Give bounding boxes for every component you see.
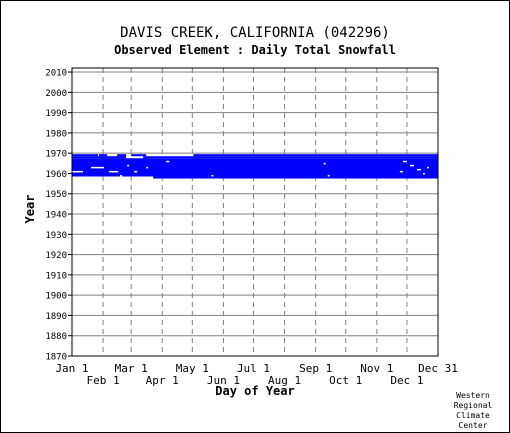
missing-data-gap bbox=[109, 170, 119, 173]
y-tick-label: 1930 bbox=[45, 231, 67, 241]
x-tick-label: Jul 1 bbox=[237, 362, 270, 375]
y-tick-label: 1950 bbox=[45, 190, 67, 200]
y-tick-label: 2000 bbox=[45, 89, 67, 99]
observed-data-block bbox=[117, 154, 127, 157]
y-tick-label: 1890 bbox=[45, 312, 67, 322]
x-tick-label: Dec 1 bbox=[390, 374, 423, 387]
missing-data-gap bbox=[402, 160, 407, 163]
missing-data-gap bbox=[146, 166, 149, 169]
missing-data-gap bbox=[409, 164, 414, 167]
y-tick-label: 1900 bbox=[45, 292, 67, 302]
x-tick-label: May 1 bbox=[176, 362, 209, 375]
y-tick-label: 1940 bbox=[45, 211, 67, 221]
x-tick-label: Jan 1 bbox=[55, 362, 88, 375]
missing-data-gap bbox=[422, 172, 425, 175]
credit-line: Western bbox=[456, 391, 490, 400]
credit-line: Regional bbox=[453, 401, 493, 410]
x-tick-label: Apr 1 bbox=[146, 374, 179, 387]
y-tick-label: 1960 bbox=[45, 170, 67, 180]
credit-line: Center bbox=[458, 421, 488, 430]
observed-data-block bbox=[193, 154, 438, 157]
missing-data-gap bbox=[327, 174, 330, 177]
x-axis-label: Day of Year bbox=[215, 384, 295, 398]
missing-data-gap bbox=[323, 162, 326, 165]
x-tick-label: Jun 1 bbox=[207, 374, 240, 387]
credit-text: Western Regional Climate Center bbox=[443, 391, 503, 431]
y-tick-label: 1910 bbox=[45, 271, 67, 281]
observed-data-block bbox=[143, 156, 438, 159]
y-tick-label: 1970 bbox=[45, 150, 67, 160]
y-tick-label: 1980 bbox=[45, 129, 67, 139]
observed-data-block bbox=[99, 154, 108, 157]
missing-data-gap bbox=[134, 170, 138, 173]
x-tick-label: Nov 1 bbox=[360, 362, 393, 375]
observed-data-block bbox=[131, 154, 147, 157]
y-axis-label: Year bbox=[23, 194, 37, 224]
missing-data-gap bbox=[166, 160, 170, 163]
y-tick-label: 1870 bbox=[45, 353, 67, 363]
x-tick-label: Mar 1 bbox=[115, 362, 148, 375]
x-tick-label: Sep 1 bbox=[299, 362, 332, 375]
chart-subtitle: Observed Element : Daily Total Snowfall bbox=[114, 43, 396, 57]
observed-data-block bbox=[72, 156, 127, 159]
chart-title: DAVIS CREEK, CALIFORNIA (042296) bbox=[120, 25, 390, 41]
plot-border bbox=[71, 67, 439, 357]
y-tick-label: 2010 bbox=[45, 69, 67, 79]
missing-data-gap bbox=[211, 174, 214, 177]
missing-data-gap bbox=[416, 168, 421, 171]
x-tick-label: Feb 1 bbox=[87, 374, 120, 387]
y-tick-label: 1990 bbox=[45, 109, 67, 119]
y-tick-label: 1920 bbox=[45, 251, 67, 261]
y-tick-label: 1880 bbox=[45, 332, 67, 342]
x-tick-label: Oct 1 bbox=[329, 374, 362, 387]
missing-data-gap bbox=[91, 166, 105, 169]
observed-data-block bbox=[153, 176, 438, 179]
missing-data-gap bbox=[72, 170, 84, 173]
missing-data-gap bbox=[120, 174, 123, 177]
missing-data-gap bbox=[399, 170, 403, 173]
missing-data-gap bbox=[426, 166, 429, 169]
missing-data-gap bbox=[127, 164, 130, 167]
x-tick-label: Dec 31 bbox=[418, 362, 458, 375]
x-tick-label: Aug 1 bbox=[268, 374, 301, 387]
credit-line: Climate bbox=[456, 411, 490, 420]
observed-data-block bbox=[72, 154, 99, 157]
observed-data-block bbox=[72, 158, 438, 177]
